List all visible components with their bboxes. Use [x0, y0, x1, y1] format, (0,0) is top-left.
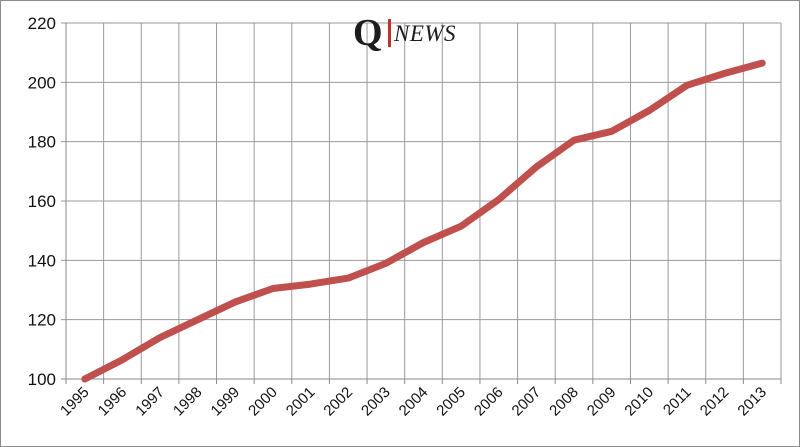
y-tick-label: 100	[28, 370, 56, 389]
x-tick-label: 2001	[283, 384, 319, 420]
x-tick-label: 2012	[697, 384, 733, 420]
logo-word: NEWS	[393, 21, 456, 46]
x-tick-label: 1997	[132, 384, 168, 420]
y-tick-label: 120	[28, 311, 56, 330]
x-tick-label: 1998	[170, 384, 206, 420]
x-tick-label: 1996	[95, 384, 131, 420]
y-tick-label: 180	[28, 133, 56, 152]
x-tick-label: 2008	[546, 384, 582, 420]
y-tick-label: 220	[28, 14, 56, 33]
x-tick-label: 2007	[509, 384, 545, 420]
y-tick-labels: 100 120 140 160 180 200 220	[28, 14, 56, 389]
axes	[61, 23, 782, 384]
x-tick-label: 2009	[584, 384, 620, 420]
qnews-logo: Q NEWS	[353, 12, 456, 54]
y-tick-label: 140	[28, 251, 56, 270]
x-tick-label: 1995	[57, 384, 93, 420]
x-tick-label: 1999	[208, 384, 244, 420]
x-tick-label: 2005	[433, 384, 469, 420]
x-tick-label: 2006	[471, 384, 507, 420]
x-tick-label: 2010	[621, 384, 657, 420]
x-tick-label: 2004	[396, 384, 432, 420]
x-tick-label: 2002	[320, 384, 356, 420]
logo-divider	[388, 19, 391, 47]
x-tick-label: 2000	[245, 384, 281, 420]
grid	[61, 22, 782, 380]
x-tick-labels: 1995 1996 1997 1998 1999 2000 2001 2002 2003 2004…	[57, 384, 770, 420]
series-layer	[81, 59, 766, 383]
y-tick-label: 200	[28, 73, 56, 92]
x-tick-label: 2003	[358, 384, 394, 420]
series-line	[81, 59, 766, 383]
logo-letter: Q	[353, 12, 383, 54]
x-tick-label: 2013	[734, 384, 770, 420]
y-tick-label: 160	[28, 192, 56, 211]
x-tick-label: 2011	[660, 384, 695, 419]
